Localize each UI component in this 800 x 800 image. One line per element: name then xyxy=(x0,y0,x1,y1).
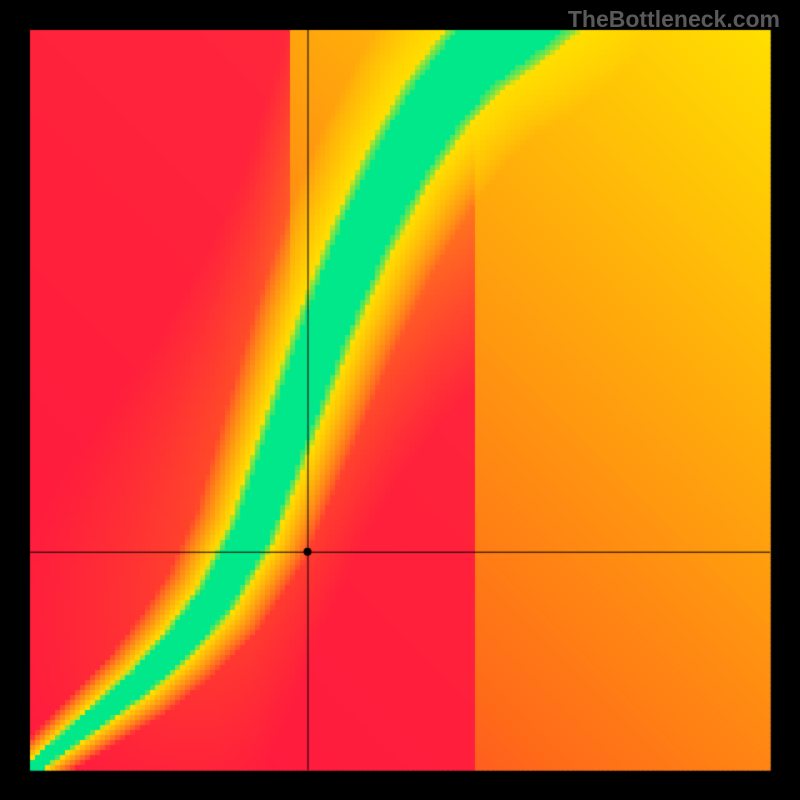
watermark-text: TheBottleneck.com xyxy=(568,6,780,33)
bottleneck-heatmap xyxy=(0,0,800,800)
chart-container: TheBottleneck.com xyxy=(0,0,800,800)
